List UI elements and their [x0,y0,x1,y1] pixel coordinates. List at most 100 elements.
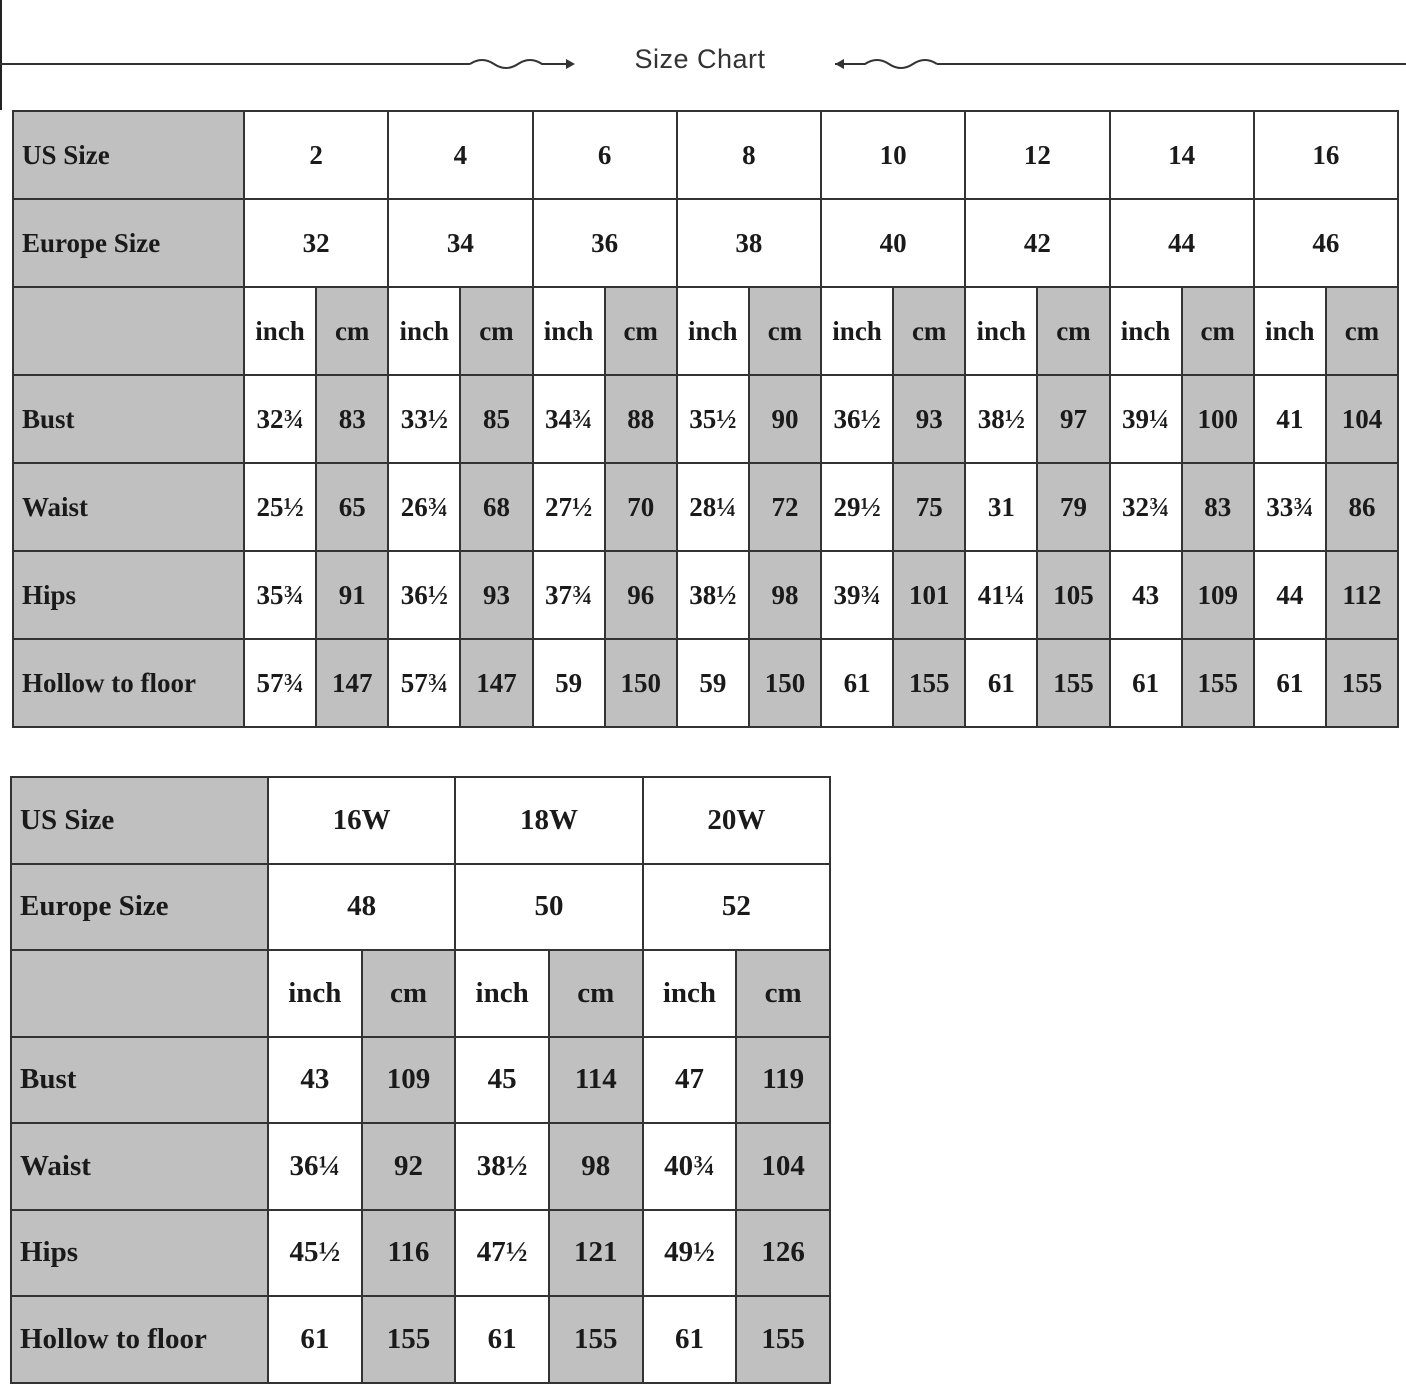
cm-value-cell: 68 [459,462,534,552]
unit-cm-cell: cm [1036,286,1111,376]
cm-value-cell: 150 [603,638,678,728]
us-size-cell: 16 [1252,110,1400,200]
inch-value-cell: 45½ [267,1208,363,1297]
inch-value-cell: 33½ [387,374,462,464]
inch-value-cell: 61 [964,638,1039,728]
us-size-cell: 8 [675,110,823,200]
row-label: Hips [10,1208,269,1297]
us-size-cell: 20W [641,776,832,865]
inch-value-cell: 61 [819,638,895,728]
unit-cm-cell: cm [747,286,823,376]
unit-inch-cell: inch [242,286,318,376]
cm-value-cell: 93 [892,374,967,464]
cm-value-cell: 116 [360,1208,457,1297]
inch-value-cell: 49½ [641,1208,738,1297]
us-size-cell: 2 [242,110,390,200]
europe-size-cell: 42 [964,198,1111,288]
right-arrow-icon [566,59,575,69]
row-label: Waist [12,462,245,552]
unit-inch-cell: inch [454,949,550,1038]
cm-value-cell: 126 [735,1208,831,1297]
cm-value-cell: 104 [735,1122,831,1211]
unit-inch-cell: inch [819,286,895,376]
cm-value-cell: 98 [547,1122,644,1211]
right-wave [835,59,938,69]
europe-size-cell: 50 [454,862,644,951]
inch-value-cell: 34¾ [531,374,606,464]
us-size-cell: 6 [531,110,678,200]
inch-value-cell: 41 [1252,374,1327,464]
inch-value-cell: 61 [1252,638,1327,728]
cm-value-cell: 119 [735,1035,831,1124]
inch-value-cell: 61 [641,1295,738,1384]
unit-cm-cell: cm [1324,286,1400,376]
left-edge-line [0,0,2,110]
cm-value-cell: 83 [1180,462,1255,552]
cm-value-cell: 97 [1036,374,1111,464]
row-label: Bust [12,374,245,464]
inch-value-cell: 36½ [819,374,895,464]
cm-value-cell: 155 [547,1295,644,1384]
cm-value-cell: 112 [1324,550,1400,640]
cm-value-cell: 155 [892,638,967,728]
unit-cm-cell: cm [360,949,457,1038]
cm-value-cell: 109 [360,1035,457,1124]
europe-size-row: Europe Size 48 50 52 [10,862,832,951]
inch-value-cell: 32¾ [1108,462,1183,552]
us-size-cell: 10 [819,110,967,200]
inch-value-cell: 40¾ [641,1122,738,1211]
inch-value-cell: 38½ [964,374,1039,464]
inch-value-cell: 57¾ [242,638,318,728]
cm-value-cell: 93 [459,550,534,640]
row-label: Hollow to floor [12,638,245,728]
inch-value-cell: 37¾ [531,550,606,640]
unit-inch-cell: inch [641,949,738,1038]
unit-inch-cell: inch [964,286,1039,376]
cm-value-cell: 72 [747,462,823,552]
europe-size-cell: 40 [819,198,967,288]
cm-value-cell: 75 [892,462,967,552]
inch-value-cell: 27½ [531,462,606,552]
unit-inch-cell: inch [675,286,750,376]
us-size-row: US Size 16W 18W 20W [10,776,832,865]
unit-cm-cell: cm [459,286,534,376]
unit-row: inch cm inch cm inch cm [10,949,831,1038]
inch-value-cell: 39¼ [1108,374,1183,464]
europe-size-cell: 32 [242,198,390,288]
inch-value-cell: 36¼ [267,1122,363,1211]
inch-value-cell: 31 [964,462,1039,552]
measurement-row: Bust 32¾ 83 33½ 85 34¾ 88 35½ 90 36½ 93 38½ 97 39¼ 100… [12,374,1400,464]
left-arrow-icon [835,59,844,69]
row-label: Waist [10,1122,269,1211]
unit-inch-cell: inch [267,949,363,1038]
us-size-row: US Size 2 4 6 8 10 12 14 16 [12,110,1400,200]
cm-value-cell: 79 [1036,462,1111,552]
row-label-empty [10,949,269,1038]
europe-size-cell: 38 [675,198,823,288]
inch-value-cell: 45 [454,1035,550,1124]
cm-value-cell: 101 [892,550,967,640]
inch-value-cell: 26¾ [387,462,462,552]
unit-cm-cell: cm [892,286,967,376]
inch-value-cell: 35¾ [242,550,318,640]
cm-value-cell: 98 [747,550,823,640]
cm-value-cell: 65 [315,462,390,552]
row-label: Europe Size [12,198,245,288]
us-size-cell: 16W [266,776,457,865]
inch-value-cell: 47½ [454,1208,550,1297]
size-table-standard: US Size 2 4 6 8 10 12 14 16 Europe Size 32 34 36 38 40… [12,110,1400,728]
europe-size-row: Europe Size 32 34 36 38 40 42 44 46 [12,198,1400,288]
title-decoration [0,59,1406,69]
measurement-row: Hollow to floor 61 155 61 155 61 155 [10,1295,831,1384]
cm-value-cell: 155 [1180,638,1255,728]
inch-value-cell: 44 [1252,550,1327,640]
cm-value-cell: 150 [747,638,823,728]
inch-value-cell: 35½ [675,374,750,464]
inch-value-cell: 59 [531,638,606,728]
cm-value-cell: 100 [1180,374,1255,464]
inch-value-cell: 38½ [454,1122,550,1211]
row-label: Bust [10,1035,269,1124]
row-label: US Size [10,776,269,865]
cm-value-cell: 70 [603,462,678,552]
cm-value-cell: 105 [1036,550,1111,640]
